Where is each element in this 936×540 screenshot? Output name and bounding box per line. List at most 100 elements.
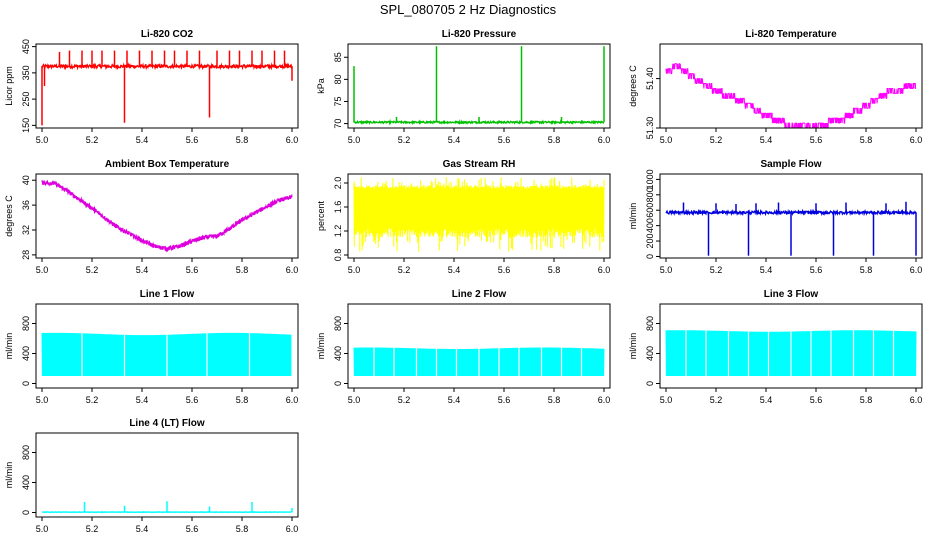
- y-tick-label: 1.2: [333, 225, 343, 238]
- x-tick-label: 5.8: [548, 135, 561, 145]
- chart-title: Gas Stream RH: [443, 159, 516, 170]
- data-series: [41, 179, 293, 253]
- x-tick-label: 6.0: [286, 524, 299, 534]
- x-tick-label: 5.0: [348, 265, 361, 275]
- y-tick-label: 150: [21, 118, 31, 133]
- chart-title: Line 1 Flow: [140, 289, 195, 300]
- data-series: [41, 331, 293, 377]
- y-tick-label: 400: [21, 346, 31, 361]
- x-tick-label: 5.8: [236, 524, 249, 534]
- series-line: [353, 118, 605, 126]
- chart-title: Line 2 Flow: [452, 289, 507, 300]
- x-tick-label: 5.2: [86, 524, 99, 534]
- x-tick-label: 6.0: [286, 135, 299, 145]
- x-tick-label: 5.6: [186, 395, 199, 405]
- y-axis-label: degrees C: [4, 195, 14, 237]
- x-tick-label: 5.6: [498, 395, 511, 405]
- x-tick-label: 5.2: [398, 265, 411, 275]
- plot-frame: [35, 173, 299, 259]
- chart-title: Line 4 (LT) Flow: [129, 418, 205, 429]
- x-tick-label: 5.8: [236, 395, 249, 405]
- data-series: [665, 329, 917, 377]
- y-axis-label: ml/min: [316, 333, 326, 360]
- x-tick-label: 5.6: [498, 135, 511, 145]
- data-series: [353, 176, 605, 252]
- y-axis-label: ml/min: [628, 333, 638, 360]
- x-tick-label: 5.2: [710, 265, 723, 275]
- series-line: [665, 63, 917, 129]
- x-tick-label: 5.6: [498, 265, 511, 275]
- y-tick-label: 400: [333, 346, 343, 361]
- x-tick-label: 5.0: [36, 395, 49, 405]
- y-tick-label: 400: [645, 218, 655, 233]
- y-tick-label: 0: [645, 254, 655, 259]
- plot-frame: [35, 432, 299, 518]
- plot-frame: [35, 43, 299, 129]
- y-tick-label: 28: [21, 250, 31, 260]
- plot-frame: [347, 303, 611, 389]
- chart-panel: Li-820 Pressure 5.0 5.2 5.4 5.6 5.8 6.0 70 75 80 8…: [316, 29, 611, 145]
- x-tick-label: 5.4: [136, 524, 149, 534]
- plot-frame: [347, 173, 611, 259]
- y-axis-label: degrees C: [628, 65, 638, 107]
- y-tick-label: 0: [333, 381, 343, 386]
- x-tick-label: 5.4: [448, 135, 461, 145]
- chart-title: Li-820 CO2: [141, 29, 194, 40]
- figure-title: SPL_080705 2 Hz Diagnostics: [379, 2, 557, 17]
- y-tick-label: 0: [21, 510, 31, 515]
- x-tick-label: 5.0: [660, 395, 673, 405]
- chart-panel: Sample Flow 5.0 5.2 5.4 5.6 5.8 6.0 0 2004006008…: [628, 159, 923, 275]
- x-tick-label: 5.4: [136, 395, 149, 405]
- y-tick-label: 70: [333, 119, 343, 129]
- chart-panel: Line 1 Flow 5.0 5.2 5.4 5.6 5.8 6.0 0 400 800 ml/m…: [4, 289, 299, 405]
- x-tick-label: 6.0: [286, 265, 299, 275]
- y-tick-label: 800: [645, 187, 655, 202]
- x-tick-label: 5.0: [348, 395, 361, 405]
- y-tick-label: 0: [21, 381, 31, 386]
- data-series: [665, 201, 917, 256]
- plot-frame: [659, 303, 923, 389]
- y-tick-label: 800: [645, 316, 655, 331]
- x-tick-label: 5.6: [186, 524, 199, 534]
- chart-panel: Gas Stream RH 5.0 5.2 5.4 5.6 5.8 6.0 0.8 1.2 1.6…: [316, 159, 611, 275]
- y-tick-label: 400: [645, 346, 655, 361]
- y-tick-label: 51.40: [645, 67, 655, 90]
- x-tick-label: 6.0: [598, 135, 611, 145]
- y-tick-label: 1.6: [333, 201, 343, 214]
- y-axis-label: percent: [316, 200, 326, 231]
- y-tick-label: 51.30: [645, 117, 655, 140]
- x-tick-label: 5.6: [186, 265, 199, 275]
- y-tick-label: 36: [21, 200, 31, 210]
- y-axis-label: ml/min: [4, 333, 14, 360]
- y-tick-label: 400: [21, 475, 31, 490]
- y-tick-label: 0: [645, 381, 655, 386]
- x-tick-label: 5.8: [548, 265, 561, 275]
- plot-frame: [347, 43, 611, 129]
- y-tick-label: 800: [333, 316, 343, 331]
- y-tick-label: 75: [333, 96, 343, 106]
- x-tick-label: 5.6: [810, 135, 823, 145]
- x-tick-label: 5.4: [760, 265, 773, 275]
- x-tick-label: 6.0: [910, 135, 923, 145]
- x-tick-label: 5.8: [236, 135, 249, 145]
- x-tick-label: 5.4: [136, 135, 149, 145]
- y-tick-label: 800: [21, 316, 31, 331]
- x-tick-label: 5.2: [86, 395, 99, 405]
- x-tick-label: 6.0: [910, 265, 923, 275]
- x-tick-label: 5.6: [186, 135, 199, 145]
- x-tick-label: 6.0: [598, 395, 611, 405]
- x-tick-label: 5.2: [86, 135, 99, 145]
- chart-panel: Line 3 Flow 5.0 5.2 5.4 5.6 5.8 6.0 0 400 800 ml/m…: [628, 289, 923, 405]
- y-tick-label: 40: [21, 175, 31, 185]
- x-tick-label: 5.0: [36, 265, 49, 275]
- y-tick-label: 250: [21, 92, 31, 107]
- y-tick-label: 32: [21, 225, 31, 235]
- data-series: [41, 501, 293, 514]
- y-tick-label: 0.8: [333, 249, 343, 262]
- series-line: [41, 62, 293, 71]
- chart-title: Sample Flow: [760, 159, 821, 170]
- x-tick-label: 5.2: [86, 265, 99, 275]
- x-tick-label: 5.2: [710, 395, 723, 405]
- chart-title: Line 3 Flow: [764, 289, 819, 300]
- x-tick-label: 5.0: [36, 135, 49, 145]
